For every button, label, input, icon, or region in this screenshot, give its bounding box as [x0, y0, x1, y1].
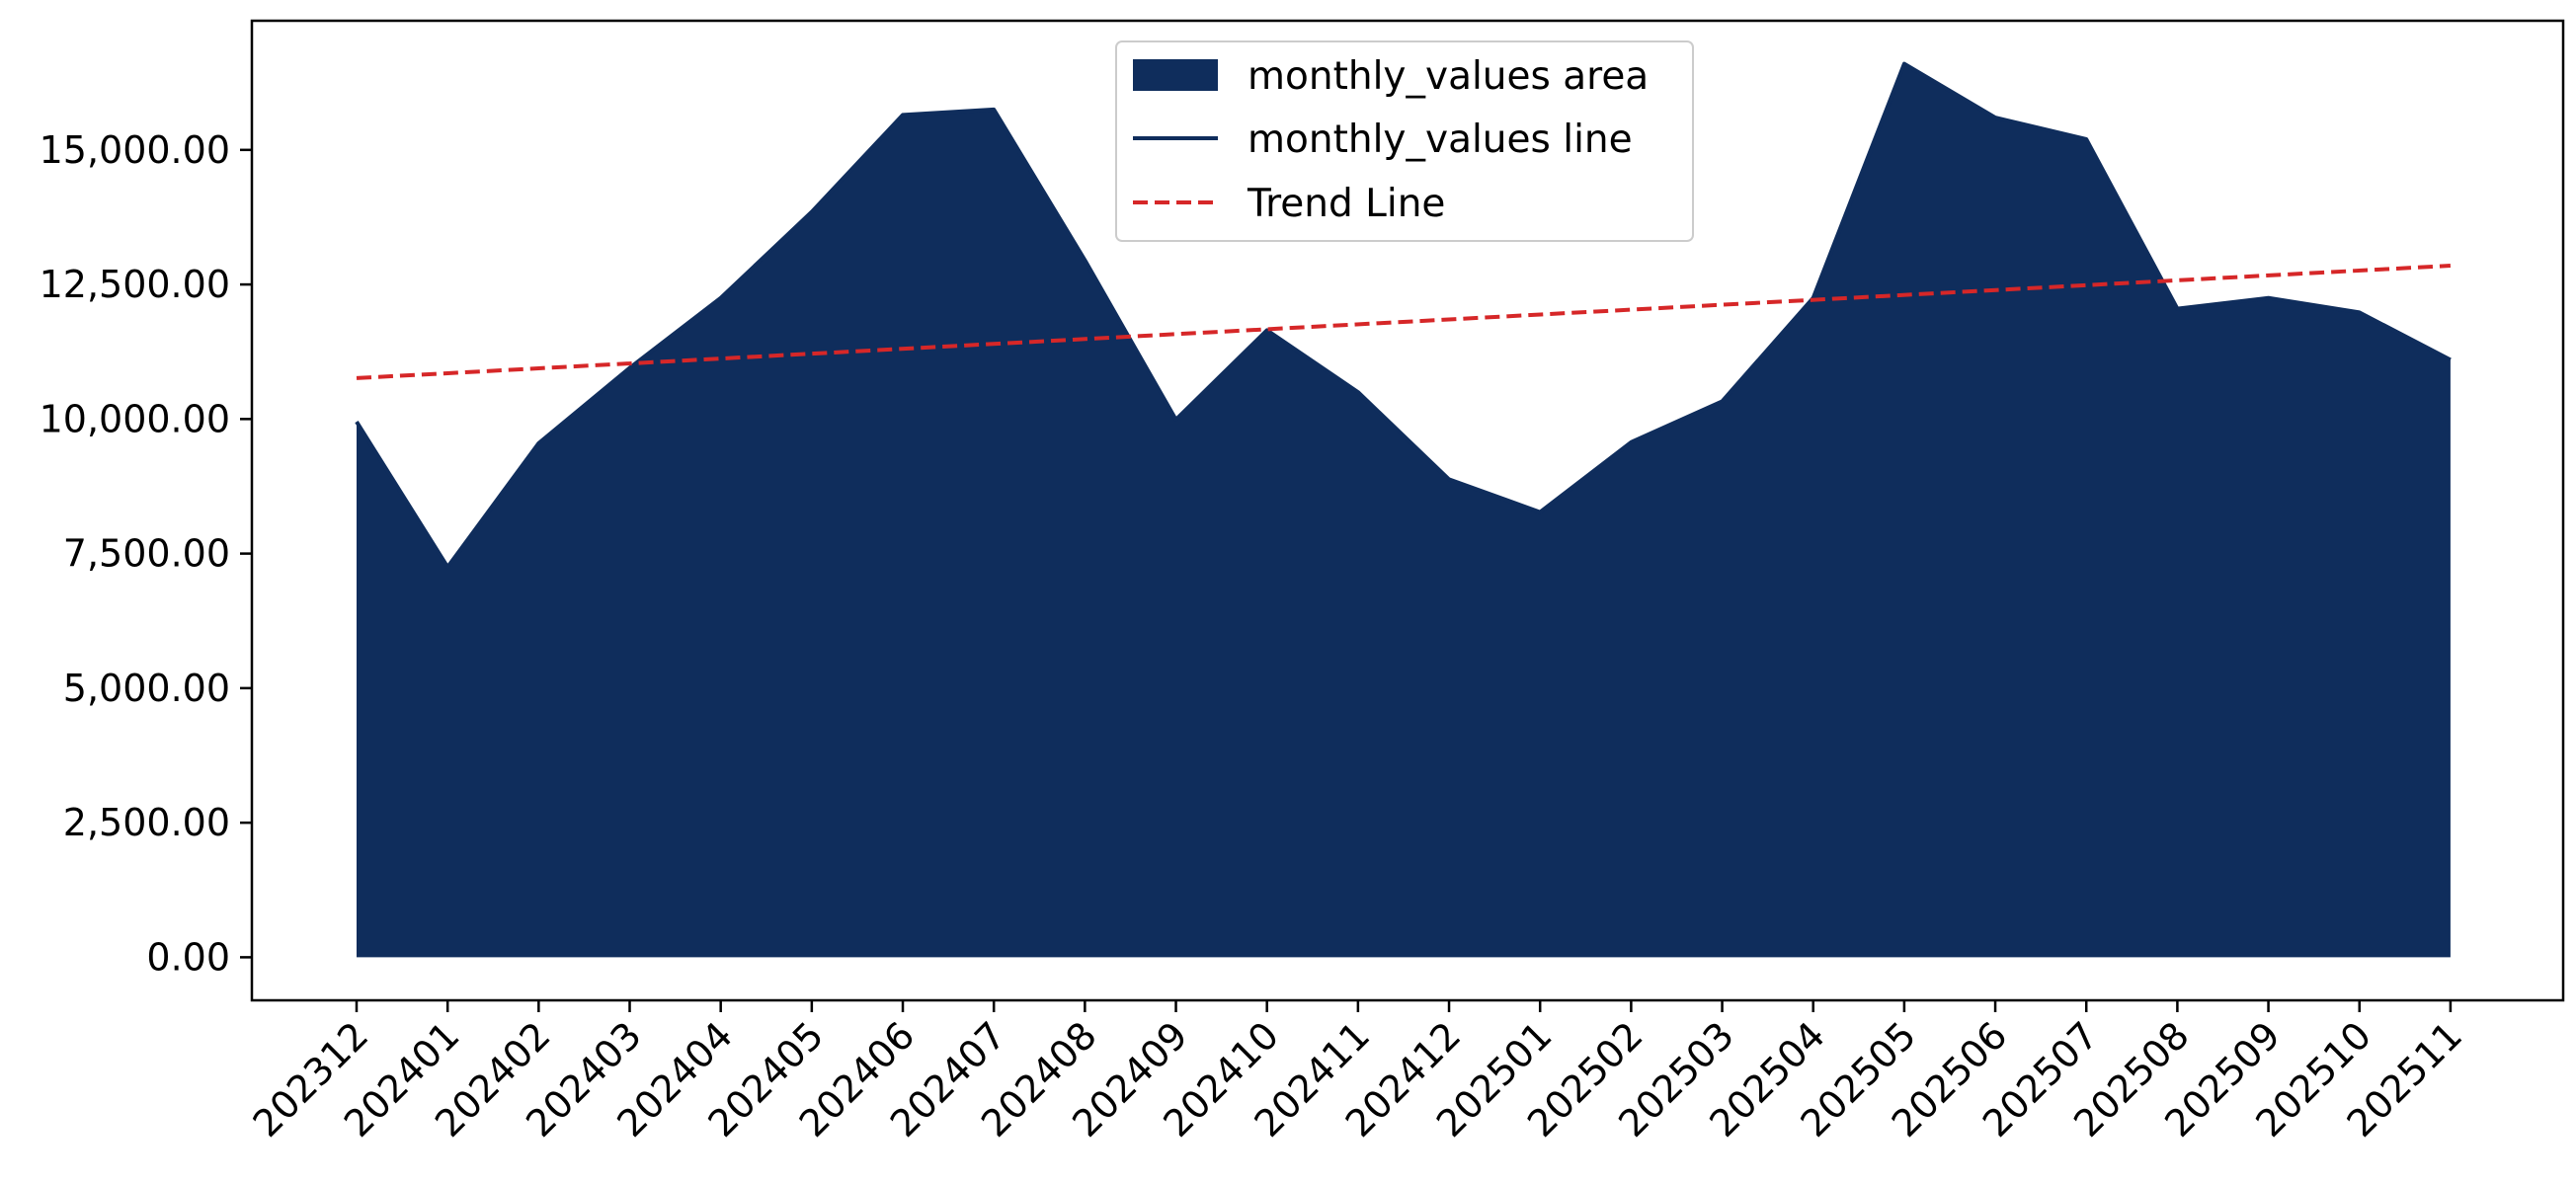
trend-line	[356, 264, 2452, 380]
plot-frame	[250, 19, 2565, 1002]
y-axis: 0.00 2,500.00 5,000.00 7,500.00 10,000.00 12,…	[40, 128, 252, 979]
y-tick-label: 10,000.00	[40, 397, 230, 440]
area-series-monthly-values	[357, 63, 2451, 958]
legend-box	[1115, 40, 1694, 242]
legend-label-area: monthly_values area	[1248, 54, 1649, 99]
y-tick-label: 2,500.00	[63, 801, 230, 844]
plot-area	[355, 61, 2452, 958]
legend: monthly_values area monthly_values line …	[1115, 40, 1694, 242]
y-tick-label: 15,000.00	[40, 128, 230, 172]
line-series-monthly-values	[355, 61, 2452, 570]
y-tick-label: 12,500.00	[40, 263, 230, 306]
y-tick-label: 5,000.00	[63, 667, 230, 710]
y-tick-label: 0.00	[146, 935, 230, 979]
y-tick-label: 7,500.00	[63, 532, 230, 576]
legend-label-line: monthly_values line	[1248, 118, 1633, 162]
legend-swatch-area	[1133, 59, 1218, 91]
legend-label-trend: Trend Line	[1247, 182, 1445, 226]
